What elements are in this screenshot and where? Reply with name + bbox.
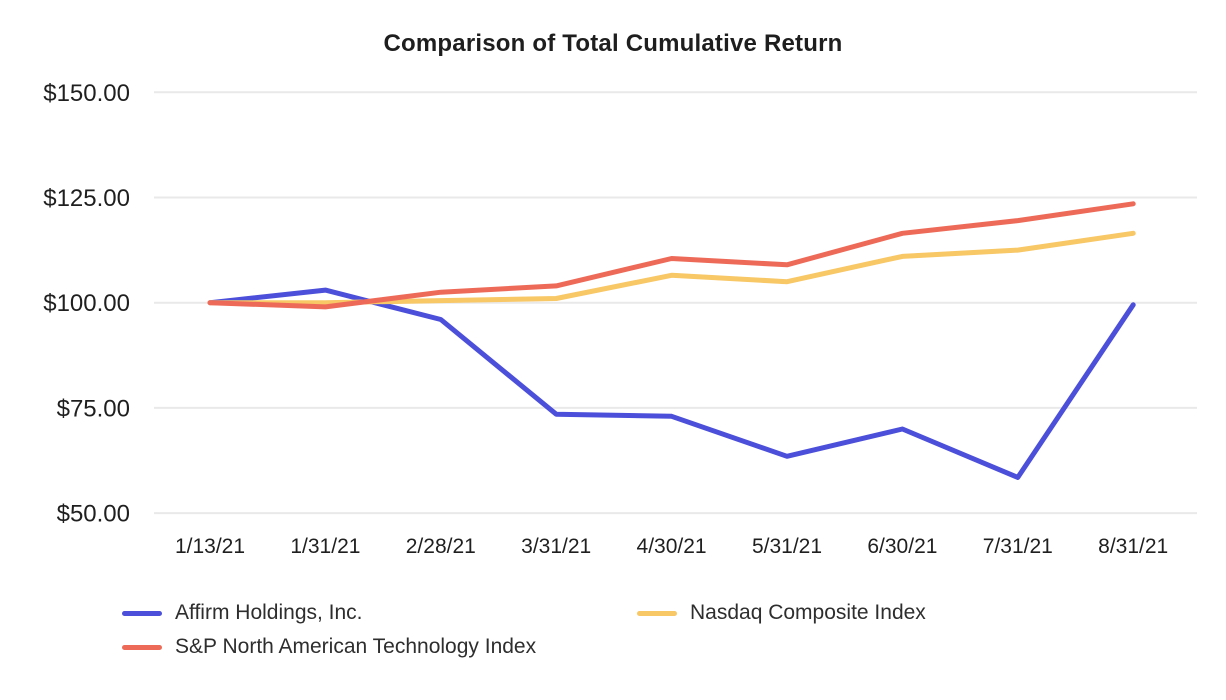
chart-title: Comparison of Total Cumulative Return bbox=[383, 30, 843, 57]
legend-label-affirm: Affirm Holdings, Inc. bbox=[175, 601, 363, 624]
legend-item-nasdaq: Nasdaq Composite Index bbox=[637, 596, 926, 630]
y-axis-tick-label: $125.00 bbox=[43, 185, 130, 212]
y-axis-tick-label: $150.00 bbox=[43, 80, 130, 107]
series-line-sp-tech bbox=[207, 201, 1136, 310]
x-axis-tick-label: 1/31/21 bbox=[290, 535, 360, 558]
series-line-nasdaq bbox=[207, 230, 1136, 306]
legend-column-right: Nasdaq Composite Index bbox=[637, 596, 926, 630]
y-axis-tick-label: $75.00 bbox=[57, 395, 130, 422]
x-axis-tick-label: 1/13/21 bbox=[175, 535, 245, 558]
legend-swatch-sp-tech-line-icon bbox=[122, 644, 162, 650]
legend-item-sp-tech: S&P North American Technology Index bbox=[122, 630, 536, 664]
x-axis-tick-label: 8/31/21 bbox=[1098, 535, 1168, 558]
y-axis-tick-label: $50.00 bbox=[57, 501, 130, 528]
x-axis-tick-label: 4/30/21 bbox=[637, 535, 707, 558]
legend-swatch-affirm-line-icon bbox=[122, 610, 162, 616]
x-axis-tick-label: 2/28/21 bbox=[406, 535, 476, 558]
plot-area: $150.00 $125.00 $100.00 $75.00 $50.00 1/13/21… bbox=[43, 80, 1197, 558]
series-line-affirm bbox=[207, 287, 1136, 480]
x-axis-tick-label: 7/31/21 bbox=[983, 535, 1053, 558]
legend-column-left: Affirm Holdings, Inc. S&P North American… bbox=[122, 596, 536, 664]
legend-label-nasdaq: Nasdaq Composite Index bbox=[690, 601, 926, 624]
legend-item-affirm: Affirm Holdings, Inc. bbox=[122, 596, 536, 630]
y-axis-tick-label: $100.00 bbox=[43, 290, 130, 317]
x-axis-tick-label: 6/30/21 bbox=[867, 535, 937, 558]
x-axis-tick-label: 5/31/21 bbox=[752, 535, 822, 558]
legend-label-sp-tech: S&P North American Technology Index bbox=[175, 635, 537, 658]
legend-swatch-nasdaq-line-icon bbox=[637, 610, 677, 616]
x-axis-tick-label: 3/31/21 bbox=[521, 535, 591, 558]
